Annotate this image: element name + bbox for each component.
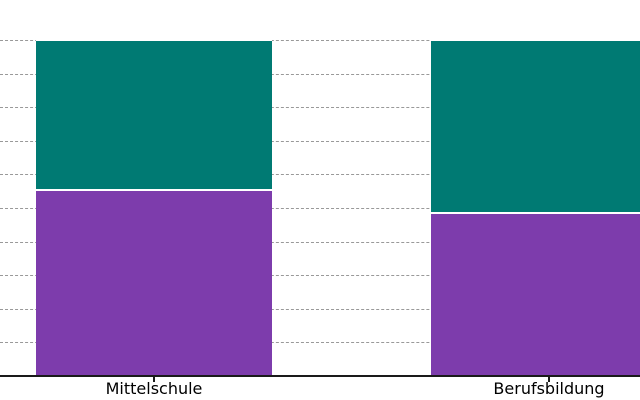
gridline-20 (0, 308, 640, 310)
x-tick-berufsbildung (548, 377, 550, 382)
gridline-10 (0, 342, 640, 344)
x-tick-mittelschule (153, 377, 155, 382)
bar-berufsbildung (431, 40, 640, 376)
top-segment-teal-berufsbildung (431, 40, 640, 214)
top-segment-teal-mittelschule (36, 40, 272, 190)
gridline-30 (0, 275, 640, 277)
gridline-50 (0, 208, 640, 209)
x-axis-label-berufsbildung: Berufsbildung (493, 379, 605, 398)
bottom-segment-purple-berufsbildung (431, 213, 640, 376)
gridline-60 (0, 174, 640, 176)
bar-mittelschule (36, 40, 272, 376)
gridline-100 (0, 40, 640, 41)
gridline-40 (0, 241, 640, 243)
gridline-70 (0, 140, 640, 142)
gridline-90 (0, 73, 640, 75)
bottom-segment-purple-mittelschule (36, 189, 272, 376)
x-axis-label-mittelschule: Mittelschule (105, 379, 203, 398)
x-axis-line (0, 375, 640, 377)
gridline-80 (0, 107, 640, 109)
